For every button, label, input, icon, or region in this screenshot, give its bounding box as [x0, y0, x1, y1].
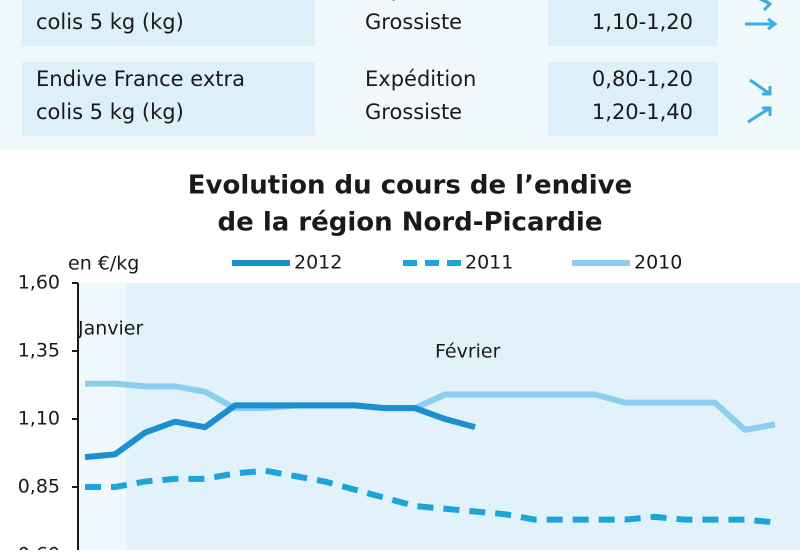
price-label: 0,80-1,20 — [592, 67, 693, 91]
cell — [22, 0, 315, 46]
chart-title: de la région Nord-Picardie — [218, 208, 603, 238]
month-label: Février — [435, 341, 501, 363]
cell — [548, 62, 718, 136]
product-label: colis 5 kg (kg) — [36, 100, 184, 124]
price-label: 1,20-1,40 — [592, 100, 693, 124]
month-label: Janvier — [77, 318, 144, 340]
price-label: 1,10-1,20 — [592, 10, 693, 34]
series-line — [85, 380, 776, 433]
product-label: Endive France extra — [36, 67, 245, 91]
market-label: Expédition — [365, 67, 476, 91]
legend-label: 2010 — [634, 252, 682, 274]
market-label: Expédition — [365, 0, 476, 1]
cell — [548, 0, 718, 46]
product-label: colis 5 kg (kg) — [36, 10, 184, 34]
legend-label: 2012 — [294, 252, 342, 274]
product-label: Endive France extra — [36, 0, 245, 1]
series-line — [85, 467, 776, 526]
y-tick-label: 1,60 — [18, 272, 60, 294]
y-tick-label: 0,60 — [18, 544, 60, 551]
legend-label: 2011 — [465, 252, 513, 274]
cell — [22, 62, 315, 136]
y-axis-label: en €/kg — [68, 253, 139, 275]
market-label: Grossiste — [365, 10, 462, 34]
january-band — [78, 283, 126, 554]
market-label: Grossiste — [365, 100, 462, 124]
series-line — [84, 402, 476, 461]
price-label: 0,90-1,10 — [592, 0, 693, 1]
chart-title: Evolution du cours de l’endive — [188, 171, 632, 201]
y-tick-label: 0,85 — [18, 476, 60, 498]
trend-arrows — [745, 0, 778, 124]
y-tick-label: 1,10 — [18, 408, 60, 430]
y-tick-label: 1,35 — [18, 340, 60, 362]
